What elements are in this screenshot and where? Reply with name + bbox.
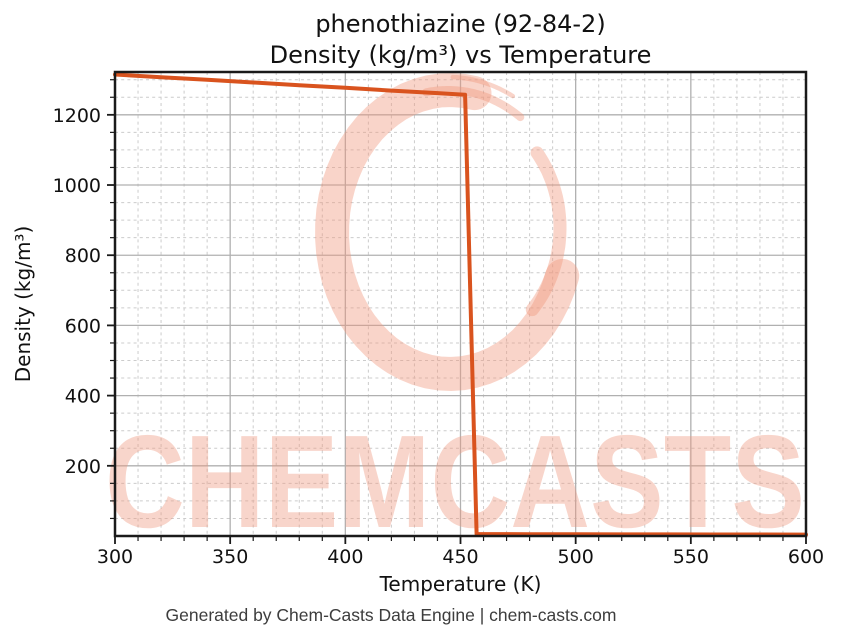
- svg-text:600: 600: [65, 315, 101, 337]
- svg-text:200: 200: [65, 456, 101, 478]
- svg-text:550: 550: [673, 546, 709, 568]
- svg-text:350: 350: [212, 546, 248, 568]
- svg-text:800: 800: [65, 245, 101, 267]
- svg-text:450: 450: [442, 546, 478, 568]
- svg-text:400: 400: [65, 386, 101, 408]
- svg-text:400: 400: [327, 546, 363, 568]
- x-axis-label: Temperature (K): [379, 572, 542, 596]
- svg-text:1200: 1200: [53, 105, 101, 127]
- footer-credit: Generated by Chem-Casts Data Engine | ch…: [165, 605, 617, 625]
- watermark-text: CHEMCASTS: [105, 408, 805, 555]
- chart-title-line1: phenothiazine (92-84-2): [315, 10, 606, 38]
- svg-text:500: 500: [558, 546, 594, 568]
- chart-title-line2: Density (kg/m³) vs Temperature: [269, 41, 652, 69]
- svg-text:600: 600: [788, 546, 824, 568]
- watermark-layer: CHEMCASTS: [105, 72, 805, 555]
- data-series-layer: [113, 72, 808, 537]
- chart-title: phenothiazine (92-84-2) Density (kg/m³) …: [115, 9, 806, 71]
- y-axis-label: Density (kg/m³): [11, 225, 35, 383]
- watermark-brush-ring-logo: [315, 72, 580, 392]
- tick-label-layer: 300 350 400 450 500 550 600 200 400 600 800 1000 120…: [53, 105, 824, 568]
- axes-layer: [107, 70, 808, 544]
- svg-text:300: 300: [97, 546, 133, 568]
- svg-text:1000: 1000: [53, 175, 101, 197]
